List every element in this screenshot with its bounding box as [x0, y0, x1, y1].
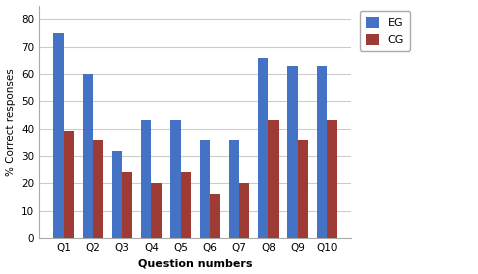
Bar — [181, 172, 191, 238]
X-axis label: Question numbers: Question numbers — [138, 258, 252, 269]
Bar — [64, 131, 74, 238]
Bar — [141, 121, 152, 238]
Bar — [152, 183, 162, 238]
Bar — [93, 139, 103, 238]
Bar — [239, 183, 250, 238]
Bar — [83, 74, 93, 238]
Bar — [210, 194, 220, 238]
Bar — [53, 33, 64, 238]
Bar — [229, 139, 239, 238]
Bar — [258, 58, 268, 238]
Bar — [170, 121, 181, 238]
Bar — [327, 121, 337, 238]
Bar — [298, 139, 308, 238]
Bar — [122, 172, 132, 238]
Bar — [200, 139, 210, 238]
Bar — [316, 66, 327, 238]
Legend: EG, CG: EG, CG — [360, 11, 410, 51]
Bar — [287, 66, 298, 238]
Bar — [112, 150, 122, 238]
Y-axis label: % Correct responses: % Correct responses — [6, 68, 16, 176]
Bar — [268, 121, 279, 238]
